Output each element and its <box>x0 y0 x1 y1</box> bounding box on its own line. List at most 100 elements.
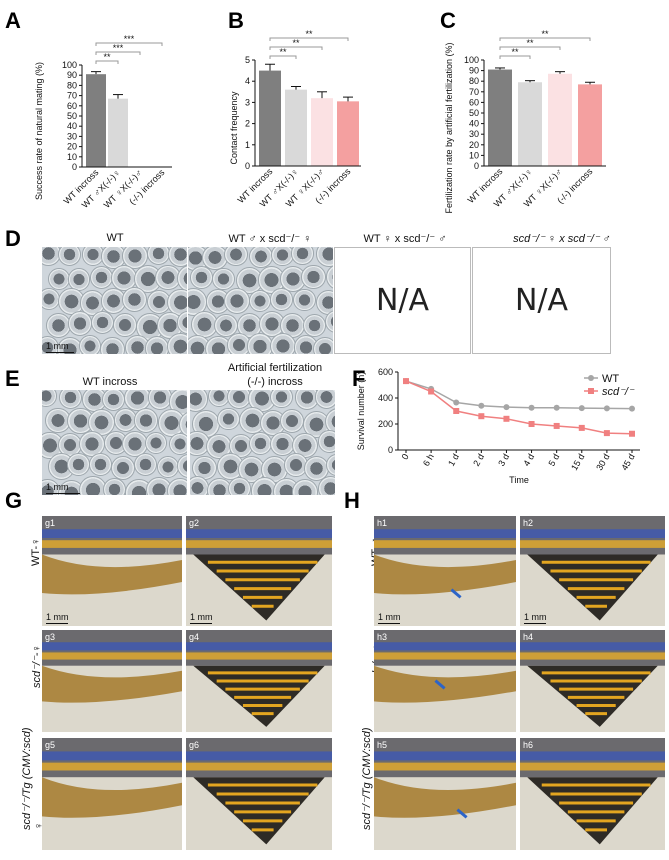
h2-scale-label: 1 mm <box>524 612 547 622</box>
g1-scale-bar <box>46 623 68 624</box>
f-point-1-4 <box>503 415 510 422</box>
f-point-0-4 <box>503 404 510 411</box>
f-legend-marker-1 <box>588 388 594 394</box>
e-caption-wt: WT incross <box>82 376 138 388</box>
c-ytick-label-7: 70 <box>469 87 479 97</box>
b-sig-label-1: ** <box>292 38 300 48</box>
embryo <box>269 333 296 354</box>
g1-label: g1 <box>45 518 56 528</box>
embryo <box>89 266 113 290</box>
f-point-0-3 <box>478 402 485 409</box>
f-xtick-label-9: 45 d <box>619 452 636 472</box>
embryo <box>246 333 274 354</box>
b-sig-label-2: ** <box>305 29 313 39</box>
embryo <box>144 336 170 354</box>
f-point-0-5 <box>528 404 535 411</box>
b-bar-3 <box>337 101 359 166</box>
b-bar-1 <box>285 89 307 166</box>
embryo <box>280 408 305 433</box>
embryo <box>192 455 217 480</box>
embryo <box>67 453 90 476</box>
a-bar-1 <box>108 98 128 167</box>
a-sig-label-2: *** <box>124 34 135 44</box>
c-ytick-label-3: 30 <box>469 129 479 139</box>
c-bar-0 <box>488 69 512 166</box>
embryo <box>325 264 333 291</box>
c-ytick-label-2: 20 <box>469 140 479 150</box>
e-caption-artificial: Artificial fertilization <box>227 362 323 374</box>
a-ytick-label-5: 50 <box>67 111 77 121</box>
f-point-1-8 <box>603 430 610 437</box>
c-sig-bracket-0 <box>499 55 531 59</box>
h3-label: h3 <box>377 632 388 642</box>
a-ylabel: Success rate of natural mating (%) <box>34 62 44 200</box>
b-sig-bracket-0 <box>269 55 297 59</box>
embryo <box>167 247 187 268</box>
c-bar-1 <box>518 82 542 166</box>
embryo <box>317 430 335 453</box>
b-ytick-label-1: 1 <box>245 140 250 150</box>
embryo <box>79 335 102 354</box>
embryo <box>249 432 273 456</box>
f-point-0-9 <box>629 405 635 412</box>
h1-photo: h1 <box>374 516 516 626</box>
a-sig-label-0: ** <box>103 52 111 62</box>
f-xtick-label-3: 2 d <box>471 452 486 468</box>
h5-label: h5 <box>377 740 388 750</box>
fish-fin-image <box>374 738 516 850</box>
f-xtick-label-6: 5 d <box>546 452 561 468</box>
d-photo-wt-male-cross <box>188 247 333 354</box>
g5-label: g5 <box>45 740 56 750</box>
a-ytick-label-1: 10 <box>67 152 77 162</box>
g1-scale-label: 1 mm <box>46 612 69 622</box>
h3-photo: h3 <box>374 630 516 732</box>
fish-fin-image <box>520 630 665 732</box>
embryo <box>168 432 187 455</box>
embryo <box>110 455 135 480</box>
embryo <box>42 390 58 408</box>
g2-scale-label: 1 mm <box>190 612 213 622</box>
h6-label: h6 <box>523 740 534 750</box>
g2-photo: g2 <box>186 516 332 626</box>
f-ytick-label-2: 400 <box>378 393 393 403</box>
embryo <box>100 336 125 354</box>
h1-scale-label: 1 mm <box>378 612 401 622</box>
embryo <box>45 407 71 434</box>
embryo <box>315 247 333 267</box>
f-ytick-label-0: 0 <box>388 445 393 455</box>
a-sig-label-1: *** <box>113 43 124 53</box>
f-point-1-5 <box>528 421 535 427</box>
f-ytick-label-3: 600 <box>378 367 393 377</box>
f-legend-marker-0 <box>588 375 594 381</box>
panel-label-g: G <box>5 488 23 513</box>
panel-label-c: C <box>440 8 456 33</box>
b-ylabel: Contact frequency <box>229 91 239 165</box>
embryo <box>167 333 187 354</box>
f-point-1-3 <box>478 413 485 420</box>
embryo <box>226 390 251 410</box>
f-point-1-7 <box>578 424 585 431</box>
embryo <box>57 247 82 267</box>
panel-label-a: A <box>5 8 21 33</box>
c-ytick-label-5: 50 <box>469 108 479 118</box>
g4-label: g4 <box>189 632 200 642</box>
d-scale-label: 1 mm <box>46 341 69 351</box>
h4-photo: h4 <box>520 630 665 732</box>
b-sig-label-0: ** <box>279 47 287 57</box>
embryo <box>224 247 248 267</box>
g2-scale-bar <box>190 623 212 624</box>
c-ytick-label-9: 90 <box>469 66 479 76</box>
a-ytick-label-4: 40 <box>67 121 77 131</box>
b-ytick-label-3: 3 <box>245 97 250 107</box>
f-legend-label-1: scd⁻/⁻ <box>602 386 635 398</box>
g6-label: g6 <box>189 740 200 750</box>
embryo <box>301 264 326 290</box>
b-ytick-label-5: 5 <box>245 55 250 65</box>
f-xlabel: Time <box>509 475 529 485</box>
embryo <box>177 265 187 293</box>
fish-fin-image <box>42 738 182 850</box>
embryo <box>270 247 294 267</box>
a-bar-0 <box>86 74 106 167</box>
d-na-box-2: N/A <box>472 247 611 354</box>
